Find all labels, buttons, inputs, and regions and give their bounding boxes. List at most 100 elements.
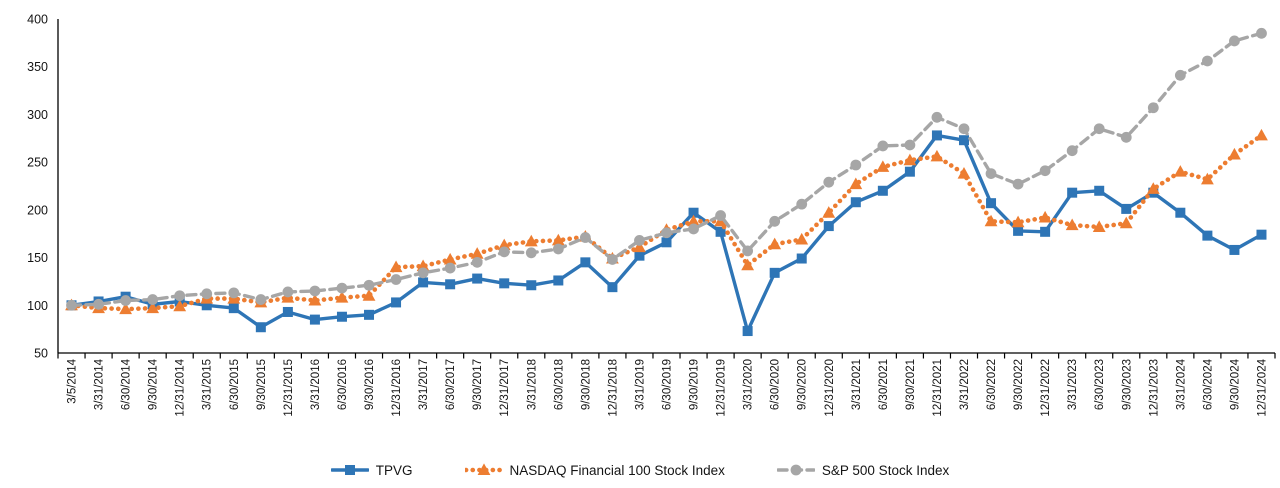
data-point-marker: [255, 294, 267, 305]
data-point-marker: [1038, 210, 1052, 223]
y-axis-label: 250: [27, 156, 48, 170]
data-point-marker: [769, 215, 781, 227]
data-point-marker: [335, 291, 349, 303]
x-axis-label: 9/30/2017: [472, 359, 484, 410]
data-point-marker: [174, 290, 186, 302]
data-point-marker: [146, 301, 160, 314]
data-point-marker: [661, 237, 672, 248]
data-point-marker: [201, 300, 212, 311]
x-axis-label: 6/30/2020: [770, 359, 782, 410]
data-point-marker: [633, 240, 646, 253]
x-axis-label: 9/30/2016: [364, 359, 376, 410]
data-point-marker: [391, 297, 402, 308]
x-axis-label: 12/31/2024: [1256, 358, 1268, 416]
data-point-marker: [877, 140, 889, 152]
data-point-marker: [1228, 147, 1241, 160]
data-point-marker: [201, 288, 213, 300]
x-axis-label: 9/30/2015: [256, 359, 268, 410]
x-axis-label: 12/31/2019: [716, 359, 728, 417]
data-point-marker: [1147, 102, 1159, 114]
data-point-marker: [1202, 230, 1213, 241]
data-point-marker: [904, 166, 915, 177]
data-point-marker: [958, 123, 970, 135]
y-axis-label: 400: [27, 13, 48, 27]
data-point-marker: [822, 206, 836, 218]
y-axis-label: 300: [27, 108, 48, 122]
series-line-s-p-500-stock-index: [69, 31, 1264, 307]
x-axis-label: 6/30/2021: [878, 359, 890, 410]
data-point-marker: [120, 295, 132, 306]
x-axis-label: 3/31/2017: [418, 359, 430, 410]
data-point-marker: [93, 298, 104, 310]
data-point-marker: [552, 243, 564, 255]
data-point-marker: [497, 238, 511, 251]
data-point-marker: [416, 259, 430, 272]
y-axis-label: 150: [27, 251, 48, 265]
data-point-marker: [1120, 131, 1132, 143]
data-point-marker: [477, 463, 490, 475]
data-point-marker: [876, 160, 890, 172]
data-point-marker: [986, 198, 997, 209]
legend-marker-triangle-icon: [464, 463, 503, 475]
data-point-marker: [687, 214, 700, 227]
data-point-marker: [903, 153, 917, 166]
legend-marker-circle-icon: [776, 464, 815, 476]
x-axis-label: 9/30/2022: [1013, 359, 1025, 410]
data-point-marker: [119, 302, 133, 315]
data-point-marker: [553, 275, 564, 286]
data-point-marker: [363, 279, 375, 291]
x-axis-label: 6/30/2023: [1094, 359, 1106, 410]
data-point-marker: [715, 226, 726, 237]
x-axis-label: 6/30/2017: [445, 359, 457, 410]
data-point-marker: [282, 306, 293, 317]
data-point-marker: [1175, 207, 1186, 218]
legend-label-nasdaq-financial-100-stock-index: NASDAQ Financial 100 Stock Index: [509, 462, 725, 478]
data-point-marker: [850, 159, 862, 171]
x-axis-label: 3/31/2019: [634, 359, 646, 410]
data-point-marker: [1200, 172, 1214, 185]
data-point-marker: [796, 253, 807, 264]
x-axis-label: 9/30/2018: [580, 359, 592, 410]
data-point-marker: [1093, 123, 1105, 135]
data-point-marker: [795, 232, 809, 245]
data-point-marker: [607, 282, 618, 293]
y-axis-label: 350: [27, 60, 48, 74]
data-point-marker: [768, 237, 782, 250]
x-axis-label: 9/30/2024: [1229, 358, 1241, 410]
x-axis-label: 12/31/2015: [283, 359, 295, 417]
data-point-marker: [336, 311, 347, 322]
y-axis-labels: 50 100 150 200 250 300 350 400: [27, 13, 48, 361]
data-point-marker: [957, 166, 971, 179]
data-point-marker: [1173, 165, 1187, 177]
x-axis-label: 12/31/2023: [1148, 359, 1160, 417]
legend-item-tpvg: TPVG: [330, 462, 413, 478]
data-point-marker: [1092, 220, 1106, 233]
data-point-marker: [418, 277, 429, 288]
data-point-marker: [525, 247, 537, 259]
legend-marker-square-icon: [330, 465, 369, 475]
x-axis-label: 12/31/2017: [499, 359, 511, 417]
data-point-marker: [688, 223, 699, 235]
x-axis-label: 3/31/2021: [851, 359, 863, 410]
x-axis-label: 6/30/2022: [986, 359, 998, 410]
data-point-marker: [445, 279, 456, 290]
data-point-marker: [634, 250, 645, 261]
data-point-marker: [661, 227, 672, 239]
data-point-marker: [471, 256, 483, 268]
data-point-marker: [958, 135, 969, 146]
data-point-marker: [715, 210, 726, 221]
x-axis-label: 12/31/2018: [607, 359, 619, 417]
x-axis-label: 3/31/2018: [526, 359, 538, 410]
data-point-marker: [1119, 216, 1133, 229]
x-axis-label: 12/31/2022: [1040, 359, 1052, 417]
data-point-marker: [930, 149, 944, 162]
x-axis-label: 3/31/2016: [310, 359, 322, 410]
x-axis-label: 9/30/2014: [148, 358, 160, 410]
data-point-marker: [1094, 185, 1105, 196]
data-point-marker: [1229, 35, 1240, 47]
data-point-marker: [1066, 145, 1078, 157]
axes: [57, 19, 1276, 359]
x-axis-label: 6/30/2016: [337, 359, 349, 410]
